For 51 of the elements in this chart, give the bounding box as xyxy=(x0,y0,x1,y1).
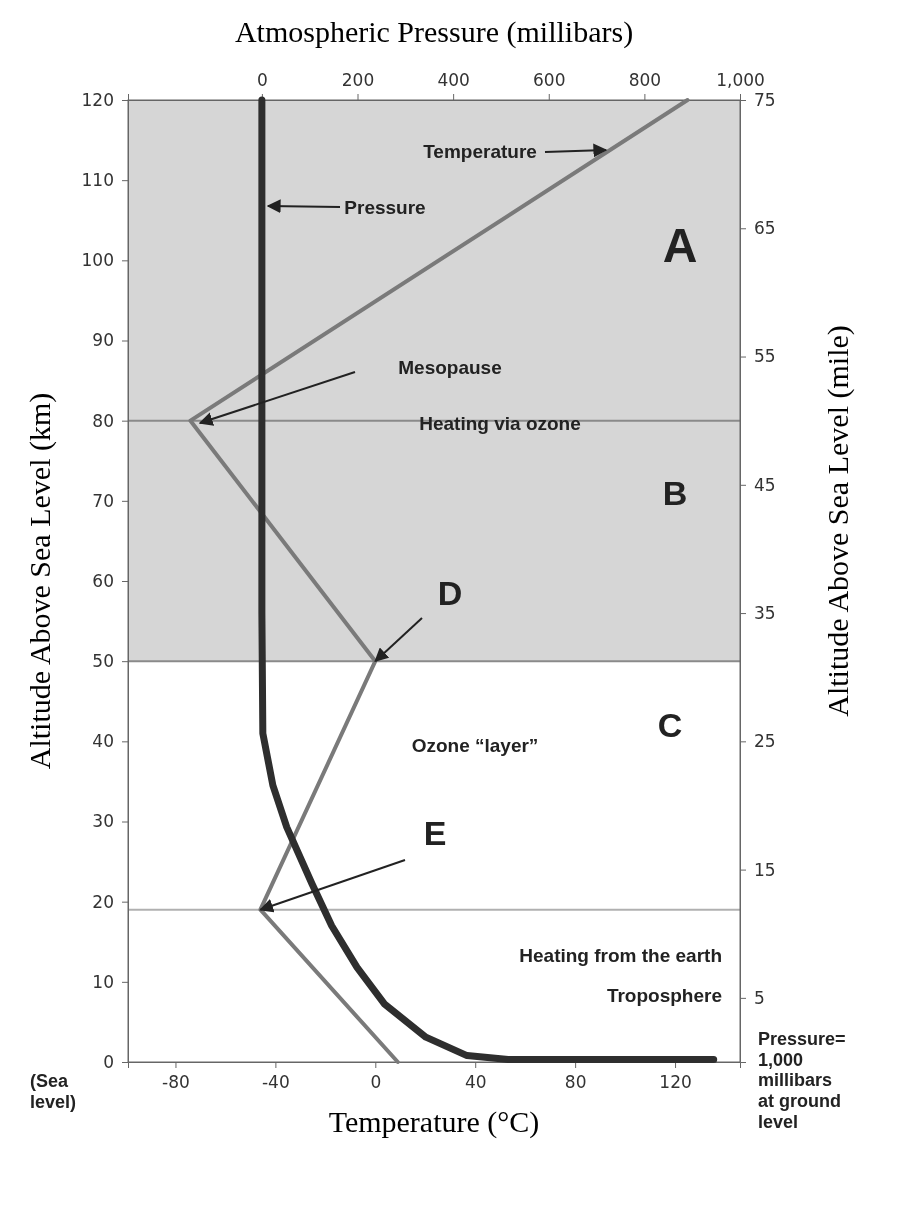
y-tick-label: 30 xyxy=(92,811,114,832)
x-tick-label: -80 xyxy=(162,1072,190,1093)
annotation: Ozone “layer” xyxy=(411,735,539,756)
annotation: D xyxy=(437,574,463,612)
x-tick-label: 80 xyxy=(564,1072,587,1093)
annotation: C xyxy=(657,706,683,744)
annotation: E xyxy=(423,814,447,852)
y-axis-title: Altitude Above Sea Level (km) xyxy=(23,392,57,770)
y2-tick-label: 45 xyxy=(754,474,776,495)
y2-tick-label: 5 xyxy=(754,987,765,1008)
y2-axis-title: Altitude Above Sea Level (mile) xyxy=(821,325,855,717)
x-axis-title: Temperature (°C) xyxy=(328,1105,540,1139)
x-tick-label: 40 xyxy=(464,1072,487,1093)
annotation: B xyxy=(662,474,688,512)
y2-tick-label: 75 xyxy=(754,89,776,110)
annotation: A xyxy=(662,219,698,272)
x2-tick-label: 600 xyxy=(533,70,566,90)
y-tick-label: 10 xyxy=(92,971,114,992)
annotation: Mesopause xyxy=(398,357,502,378)
y2-tick-label: 65 xyxy=(754,218,776,239)
text: (Sea level) xyxy=(30,1071,77,1112)
annotation: Heating from the earth xyxy=(519,945,722,966)
annotation: Pressure xyxy=(344,197,426,218)
x2-tick-label: 200 xyxy=(341,70,375,90)
y-tick-label: 120 xyxy=(81,89,114,110)
y2-tick-label: 55 xyxy=(754,346,776,367)
annotation: Troposphere xyxy=(606,985,722,1006)
x2-tick-label: 400 xyxy=(437,70,470,90)
y-tick-label: 90 xyxy=(92,330,114,351)
y-tick-label: 80 xyxy=(92,410,114,431)
x2-tick-label: 1,000 xyxy=(716,70,765,90)
x-tick-label: 0 xyxy=(370,1072,382,1093)
y-tick-label: 50 xyxy=(92,651,114,672)
x-tick-label: 120 xyxy=(659,1072,692,1093)
annotation: Temperature xyxy=(423,141,537,162)
x2-axis-title: Atmospheric Pressure (millibars) xyxy=(234,15,634,49)
x2-tick-label: 800 xyxy=(628,70,662,90)
x2-tick-label: 0 xyxy=(256,70,268,90)
y-tick-label: 0 xyxy=(103,1051,114,1072)
y-tick-label: 110 xyxy=(81,170,114,191)
y2-tick-label: 25 xyxy=(754,731,776,752)
y-tick-label: 20 xyxy=(92,891,114,912)
y-tick-label: 40 xyxy=(92,731,114,752)
y-tick-label: 100 xyxy=(81,250,114,271)
annotation: Heating via ozone xyxy=(419,413,581,434)
text: Pressure= 1,000 millibars at ground level xyxy=(758,1029,846,1132)
y-tick-label: 60 xyxy=(92,570,114,591)
x-tick-label: -40 xyxy=(261,1072,290,1093)
y2-tick-label: 35 xyxy=(754,603,776,624)
y2-tick-label: 15 xyxy=(754,859,776,880)
y-tick-label: 70 xyxy=(92,490,114,511)
